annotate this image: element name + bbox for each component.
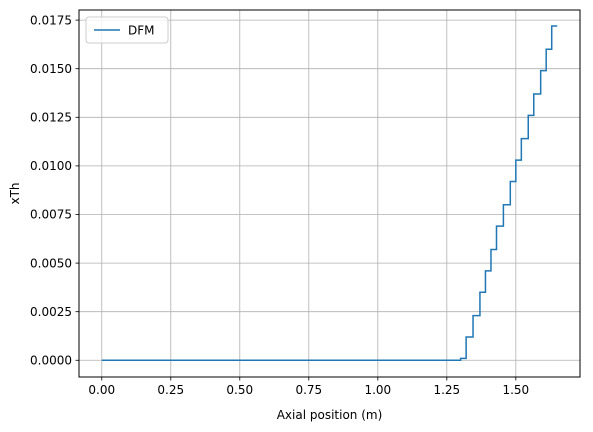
y-tick-label: 0.0025: [30, 305, 72, 319]
plot-frame: [78, 9, 581, 378]
x-axis: 0.00 0.25 0.50 0.75 1.00 1.25 1.50: [88, 377, 529, 397]
legend-box: [85, 16, 169, 44]
y-tick-label: 0.0000: [30, 353, 72, 367]
y-axis-label: xTh: [8, 182, 22, 204]
x-tick-label: 1.00: [364, 383, 391, 397]
x-tick-label: 1.50: [502, 383, 529, 397]
series-layer: [101, 25, 558, 362]
y-tick-label: 0.0100: [30, 159, 72, 173]
legend-label: DFM: [128, 23, 155, 37]
y-axis: 0.0000 0.0025 0.0050 0.0075 0.0100 0.0125 0.01…: [30, 13, 79, 367]
y-tick-label: 0.0050: [30, 256, 72, 270]
grid: [79, 10, 580, 377]
x-axis-label: Axial position (m): [277, 408, 383, 422]
y-tick-label: 0.0175: [30, 13, 72, 27]
y-tick-label: 0.0150: [30, 62, 72, 76]
series-line-dfm: [101, 25, 558, 362]
y-tick-label: 0.0075: [30, 208, 72, 222]
x-tick-label: 0.75: [295, 383, 322, 397]
y-tick-label: 0.0125: [30, 111, 72, 125]
x-tick-label: 0.25: [157, 383, 184, 397]
x-tick-label: 1.25: [433, 383, 460, 397]
x-tick-label: 0.00: [88, 383, 115, 397]
x-tick-label: 0.50: [226, 383, 253, 397]
legend: DFM: [85, 16, 169, 44]
